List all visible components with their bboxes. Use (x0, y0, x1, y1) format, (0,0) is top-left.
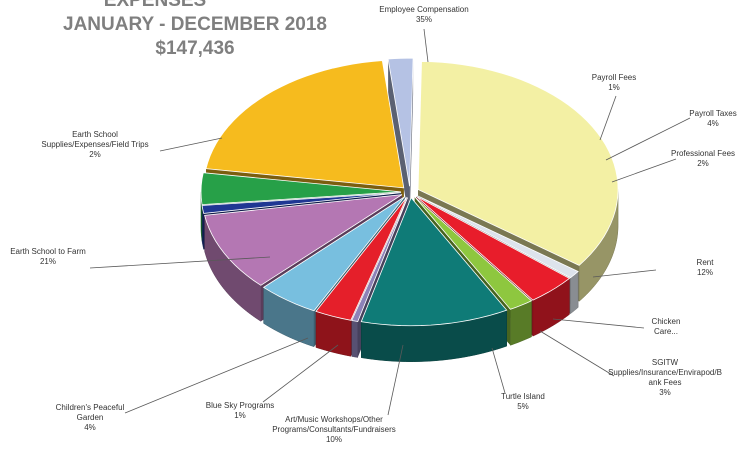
slice-label-text: ank Fees (649, 378, 682, 387)
chart-title-line: EXPENSES (104, 0, 206, 11)
slice-label-text: Rent (697, 258, 715, 267)
pie-slice (415, 195, 571, 301)
chart-title: EXPENSES JANUARY - DECEMBER 2018 $147,436 (63, 0, 327, 59)
chart-title-line: JANUARY - DECEMBER 2018 (63, 14, 327, 35)
leader-line (159, 137, 223, 152)
leader-line (605, 117, 691, 161)
leader-line (599, 95, 617, 141)
slice-label-text: Payroll Fees (592, 73, 636, 82)
leader-line (423, 28, 429, 63)
slice-label-text: Supplies/Insurance/Envirapod/B (608, 368, 722, 377)
pie-slice (360, 196, 508, 327)
slice-percent: 21% (40, 257, 56, 266)
slice-percent: 5% (517, 402, 529, 411)
leader-line (539, 330, 615, 377)
slice-label-text: Earth School (72, 130, 118, 139)
slice-percent: 2% (89, 150, 101, 159)
slice-label-text: Blue Sky Programs (206, 401, 274, 410)
pie-slice (414, 196, 533, 310)
pie-slice (387, 57, 414, 187)
pie-slice (417, 61, 619, 266)
leader-line (552, 318, 645, 329)
pie-slice (205, 60, 405, 189)
slice-label-text: Chicken (652, 317, 681, 326)
leader-line (89, 256, 271, 269)
slice-percent: 35% (416, 15, 432, 24)
slice-label-text: Earth School to Farm (10, 247, 86, 256)
slice-label-text: Supplies/Expenses/Field Trips (41, 140, 148, 149)
slice-percent: 1% (608, 83, 620, 92)
slice-percent: 10% (326, 435, 342, 444)
slice-percent: 1% (234, 411, 246, 420)
pie-slice (416, 195, 579, 279)
slice-label-text: Children's Peaceful (56, 403, 125, 412)
slice-label-text: Turtle Island (501, 392, 545, 401)
slice-label-text: Payroll Taxes (689, 109, 736, 118)
pie-slice-side (570, 270, 579, 315)
pie-slice (351, 197, 408, 322)
slice-percent: 2% (697, 159, 709, 168)
slice-label-text: Professional Fees (671, 149, 735, 158)
slice-percent: 3% (659, 388, 671, 397)
leader-line (124, 337, 309, 414)
pie-slice-cut (388, 58, 410, 223)
pie-tops (200, 57, 619, 327)
pie-slice (262, 196, 406, 312)
slice-label-text: Art/Music Workshops/Other (285, 415, 383, 424)
pie-slice (201, 192, 402, 214)
slice-label: ChickenCare... (552, 317, 681, 336)
slice-label-text: Programs/Consultants/Fundraisers (272, 425, 396, 434)
pie-slice (315, 197, 408, 321)
leader-line (592, 269, 657, 278)
pie-slice (200, 172, 402, 206)
slice-percent: 4% (84, 423, 96, 432)
pie-slice-side (351, 320, 359, 358)
leader-line (262, 344, 339, 403)
slice-percent: 12% (697, 268, 713, 277)
slice-label: Art/Music Workshops/OtherPrograms/Consul… (272, 344, 404, 444)
leader-line (387, 344, 404, 416)
slice-label-text: Employee Compensation (379, 5, 468, 14)
chart-title-line: $147,436 (155, 38, 234, 59)
leader-line (491, 347, 506, 394)
slice-label-text: SGITW (652, 358, 679, 367)
slice-label-text: Garden (77, 413, 104, 422)
slice-label-text: Care... (654, 327, 678, 336)
slice-percent: 4% (707, 119, 719, 128)
pie-slice (204, 194, 403, 286)
leader-line (611, 158, 677, 183)
